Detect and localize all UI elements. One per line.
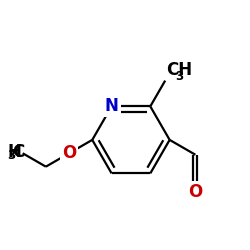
Text: 3: 3 bbox=[7, 150, 15, 162]
Text: C: C bbox=[12, 144, 24, 162]
Text: H: H bbox=[8, 144, 22, 162]
Text: N: N bbox=[105, 97, 118, 115]
Text: O: O bbox=[188, 183, 202, 201]
Text: O: O bbox=[62, 144, 76, 162]
Text: CH: CH bbox=[166, 61, 192, 79]
Text: 3: 3 bbox=[175, 70, 184, 83]
